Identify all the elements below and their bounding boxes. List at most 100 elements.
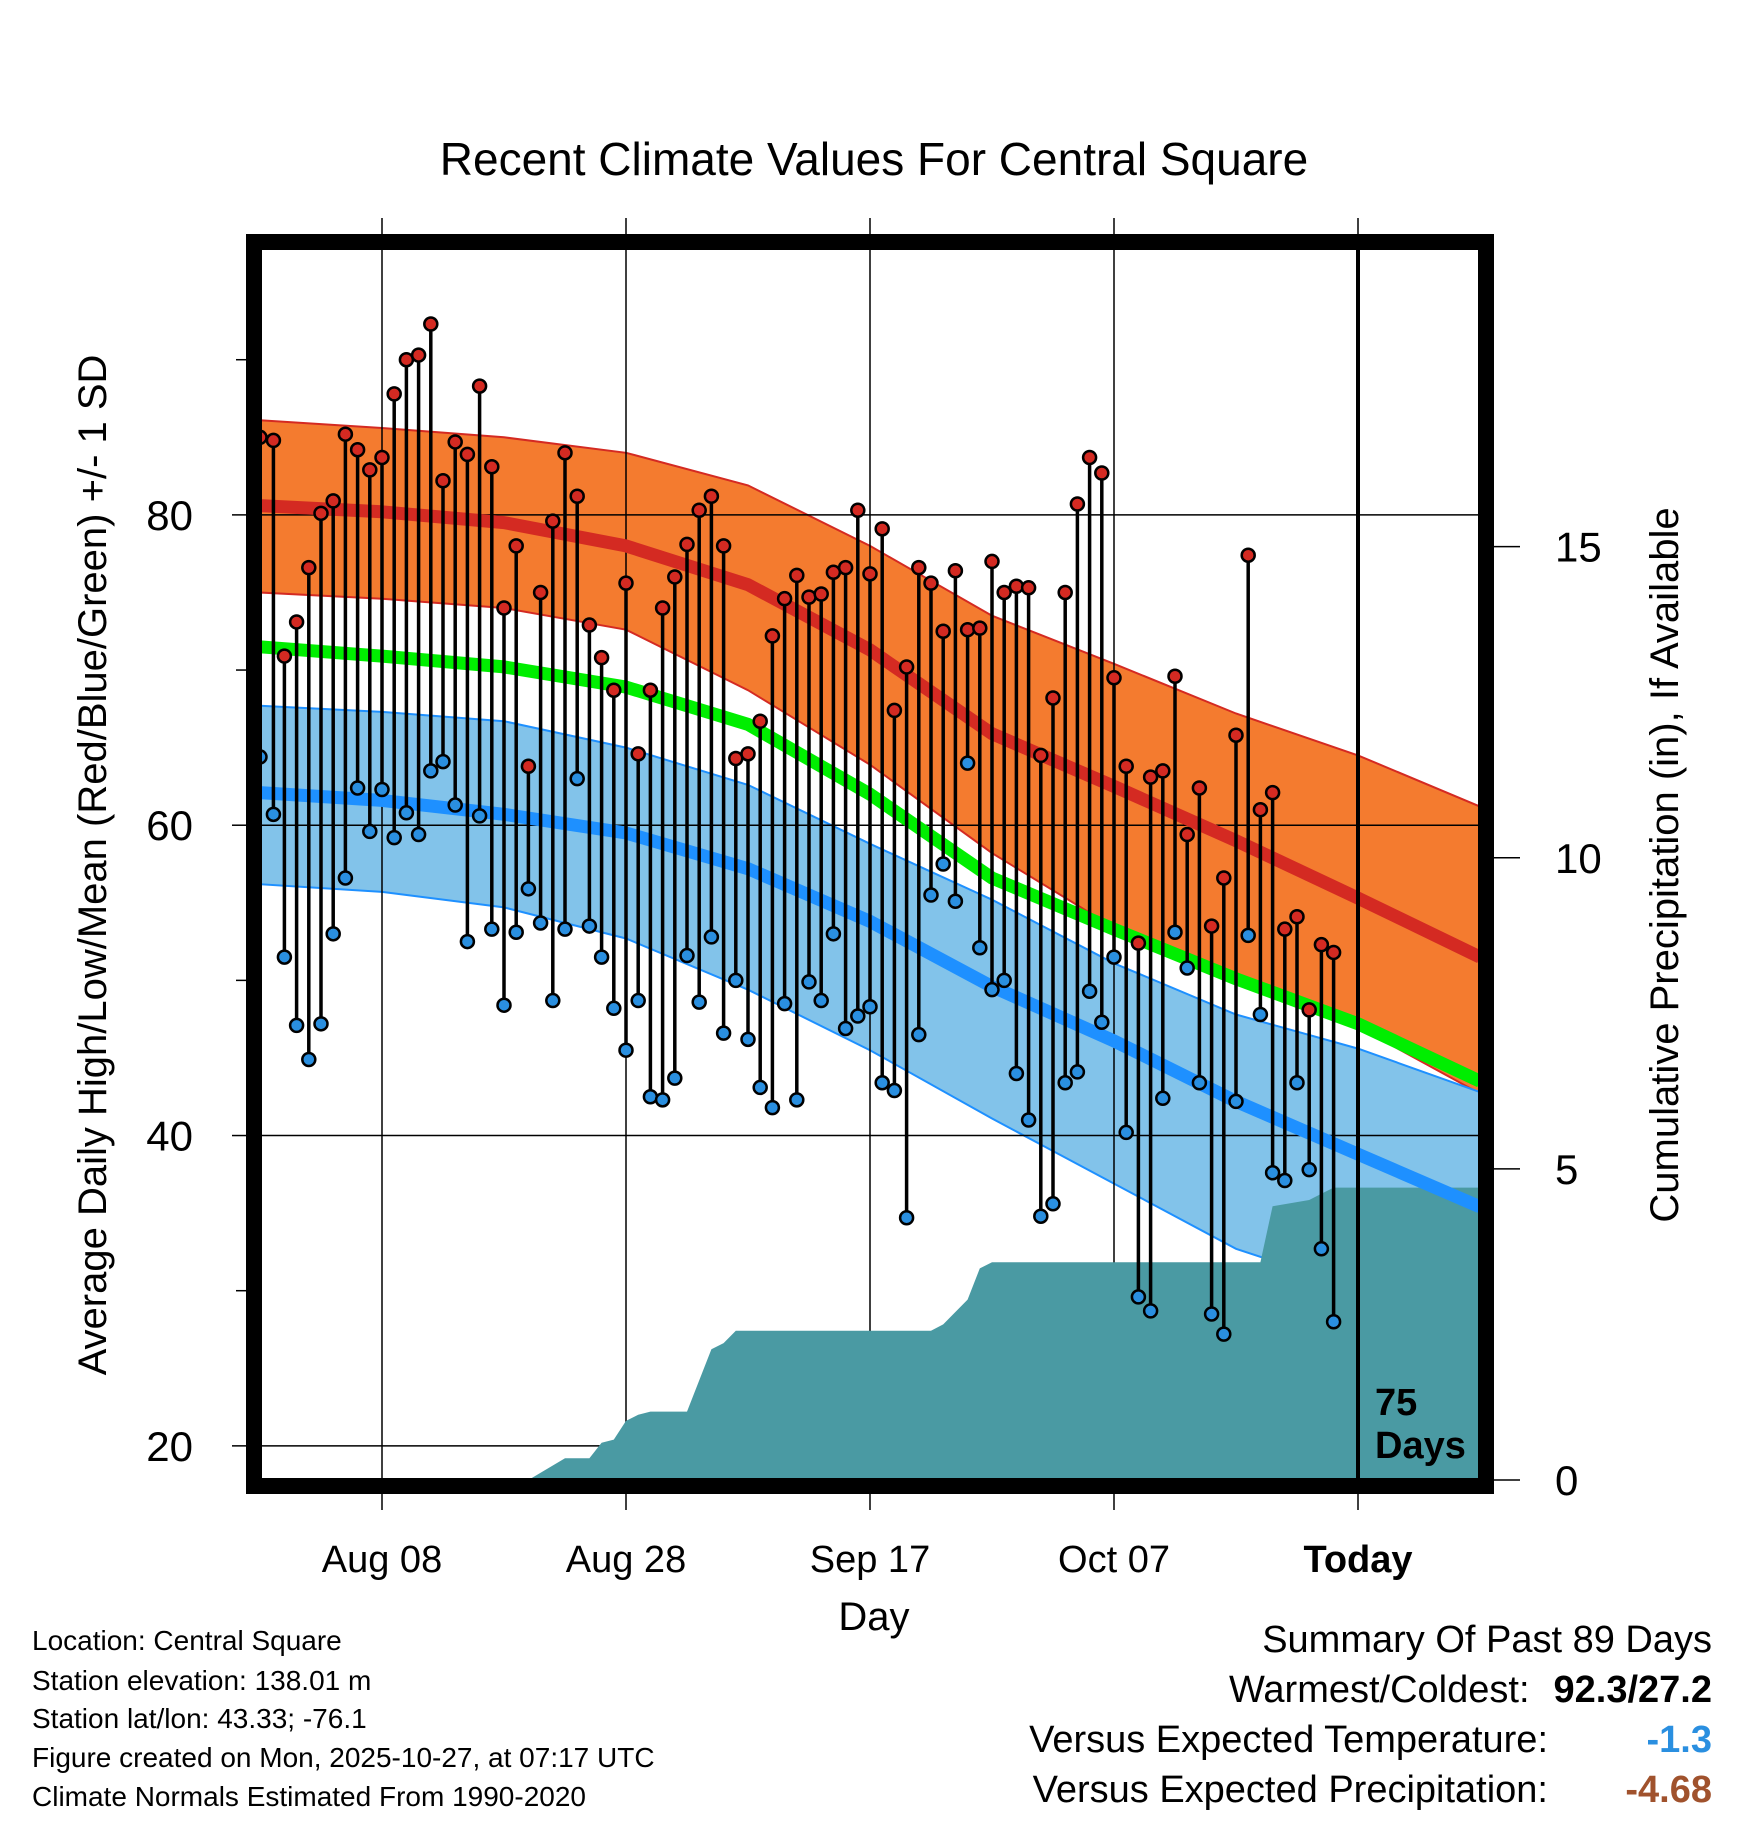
low-point — [410, 826, 427, 843]
high-point — [1179, 826, 1195, 843]
low-point — [764, 1099, 781, 1116]
low-point — [593, 949, 610, 965]
low-point — [1228, 1093, 1244, 1110]
low-point — [740, 1031, 756, 1048]
high-point — [1008, 578, 1025, 595]
low-point — [520, 881, 537, 897]
low-point — [935, 856, 951, 872]
low-point — [984, 981, 1000, 998]
low-point — [1191, 1075, 1208, 1091]
high-point — [1167, 668, 1183, 685]
high-point — [898, 659, 915, 675]
high-point — [349, 441, 366, 458]
high-point — [1325, 944, 1342, 961]
high-point — [874, 521, 890, 537]
high-point — [740, 746, 756, 762]
low-point — [349, 780, 366, 796]
low-point — [837, 1020, 854, 1037]
low-point — [386, 829, 402, 846]
x-tick-label: Sep 17 — [810, 1539, 930, 1581]
low-point — [532, 915, 549, 931]
y-tick-label: 20 — [146, 1423, 193, 1470]
low-point — [886, 1082, 903, 1099]
high-point — [679, 536, 695, 553]
high-point — [923, 575, 939, 591]
low-point — [459, 933, 476, 950]
y-tick-label: 40 — [146, 1113, 193, 1160]
high-point — [1301, 1002, 1317, 1018]
axes: 20 40 60 80 0 5 10 15 Aug 08 Aug 28 Sep 17 Oct 07 To… — [146, 218, 1602, 1581]
high-point — [996, 584, 1012, 601]
high-point — [1033, 747, 1049, 764]
precip-label: Versus Expected Precipitation: — [1032, 1769, 1548, 1811]
high-point — [886, 702, 903, 719]
high-point — [935, 623, 951, 640]
low-point — [1289, 1075, 1305, 1091]
low-point — [1094, 1014, 1110, 1031]
high-point — [496, 600, 512, 616]
low-point — [850, 1008, 866, 1024]
high-point — [1240, 547, 1256, 563]
low-point — [874, 1075, 890, 1091]
high-point — [410, 347, 427, 363]
low-point — [1325, 1313, 1342, 1330]
high-point — [789, 567, 805, 584]
y2-tick-label: 10 — [1555, 835, 1602, 882]
high-point — [618, 575, 634, 591]
low-point — [862, 999, 878, 1015]
low-point — [1081, 983, 1098, 999]
high-point — [435, 472, 451, 489]
low-point — [1045, 1196, 1061, 1212]
high-point — [606, 682, 622, 698]
low-point — [1020, 1112, 1037, 1128]
low-point — [471, 808, 488, 824]
low-point — [362, 823, 378, 840]
high-point — [1057, 584, 1073, 601]
temp-label: Versus Expected Temperature: — [1029, 1719, 1548, 1761]
high-point — [1045, 690, 1061, 706]
high-point — [715, 538, 732, 554]
low-point — [1167, 924, 1183, 941]
low-point — [1033, 1208, 1049, 1224]
high-point — [288, 614, 305, 630]
x-axis-label: Day — [838, 1595, 909, 1639]
high-point — [374, 449, 390, 466]
high-point — [984, 553, 1000, 570]
high-point — [959, 621, 976, 638]
high-point — [301, 559, 317, 576]
high-point — [1252, 801, 1269, 818]
low-point — [654, 1092, 671, 1108]
low-point — [606, 1000, 622, 1017]
high-point — [484, 459, 500, 475]
high-point — [337, 426, 354, 442]
high-point — [801, 589, 817, 605]
low-point — [265, 806, 282, 823]
high-point — [630, 746, 646, 762]
high-point — [1191, 780, 1208, 796]
low-point — [1008, 1065, 1025, 1082]
high-point — [703, 488, 720, 505]
low-point — [972, 940, 988, 956]
high-point — [642, 682, 659, 698]
low-point — [1277, 1172, 1293, 1189]
warmest-value: 92.3/27.2 — [1553, 1669, 1712, 1711]
high-point — [1289, 909, 1305, 925]
created-text: Figure created on Mon, 2025-10-27, at 07… — [32, 1742, 655, 1773]
daily-points — [252, 316, 1342, 1342]
plot-border — [246, 234, 1494, 1494]
low-point — [374, 781, 390, 798]
x-tick-label: Oct 07 — [1058, 1539, 1170, 1581]
high-point — [911, 559, 927, 576]
low-point — [288, 1017, 305, 1034]
summary-warmest-row: Warmest/Coldest: 92.3/27.2 — [1229, 1665, 1712, 1715]
precipitation-area — [260, 1187, 1480, 1480]
high-point — [1203, 918, 1220, 934]
low-point — [667, 1070, 683, 1086]
days-label-text: Days — [1375, 1425, 1466, 1467]
low-point — [1240, 927, 1256, 944]
y-tick-label: 80 — [146, 492, 193, 539]
warmest-label: Warmest/Coldest: — [1228, 1669, 1530, 1711]
high-point — [862, 566, 878, 582]
low-point — [691, 994, 707, 1010]
